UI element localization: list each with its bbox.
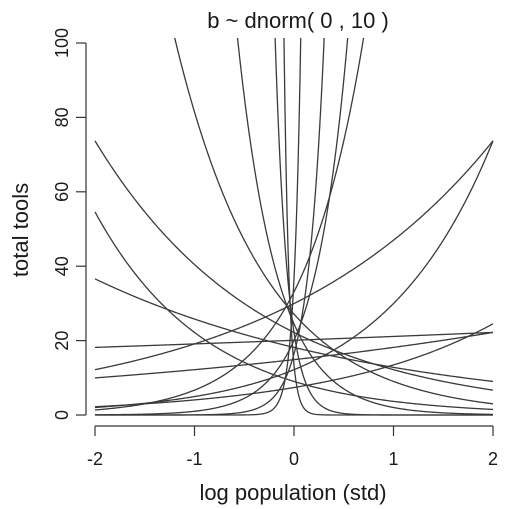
y-tick-label: 40 (52, 256, 72, 276)
x-ticks: -2 -1 0 1 2 (87, 426, 498, 469)
y-tick-label: 20 (52, 331, 72, 351)
plot-lines (94, 38, 494, 416)
series-line-11 (95, 38, 349, 416)
x-axis-label: log population (std) (199, 480, 386, 505)
y-tick-label: 100 (52, 28, 72, 58)
y-ticks: 0 20 40 60 80 100 (52, 28, 86, 420)
x-tick-label: -2 (87, 449, 103, 469)
series-line-8 (94, 323, 494, 408)
series-line-13 (95, 38, 325, 416)
chart-title: b ~ dnorm( 0 , 10 ) (207, 8, 389, 33)
x-tick-label: 1 (388, 449, 398, 469)
series-line-16 (283, 38, 493, 416)
x-tick-label: -1 (186, 449, 202, 469)
series-line-12 (236, 38, 494, 416)
y-axis-label: total tools (8, 183, 33, 277)
y-tick-label: 0 (52, 410, 72, 420)
series-line-15 (95, 38, 302, 416)
series-line-3 (94, 140, 494, 371)
y-tick-label: 60 (52, 182, 72, 202)
series-line-7 (174, 38, 494, 405)
series-line-10 (94, 211, 494, 411)
series-line-2 (94, 278, 494, 383)
x-tick-label: 0 (289, 449, 299, 469)
x-tick-label: 2 (488, 449, 498, 469)
series-line-9 (94, 38, 365, 411)
y-tick-label: 80 (52, 107, 72, 127)
